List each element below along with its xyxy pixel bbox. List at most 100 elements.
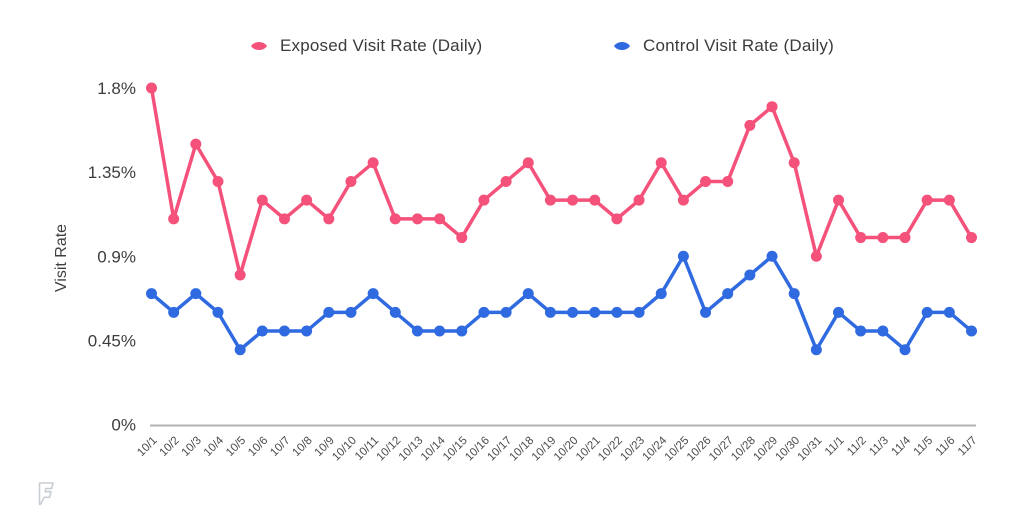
exposed-data-point[interactable] xyxy=(833,194,845,206)
exposed-data-point[interactable] xyxy=(677,194,689,206)
exposed-data-point[interactable] xyxy=(700,175,712,187)
exposed-data-point[interactable] xyxy=(544,194,556,206)
x-tick-label: 11/4 xyxy=(889,434,913,458)
control-data-point[interactable] xyxy=(899,344,911,356)
control-data-point[interactable] xyxy=(877,325,889,337)
x-tick-label: 11/2 xyxy=(845,435,869,459)
x-tick-label: 10/29 xyxy=(751,435,780,464)
exposed-data-point[interactable] xyxy=(899,232,911,244)
x-tick-label: 10/13 xyxy=(397,435,426,464)
x-tick-label: 10/3 xyxy=(180,435,204,459)
exposed-data-point[interactable] xyxy=(190,138,202,150)
x-tick-label: 10/4 xyxy=(202,434,227,459)
x-tick-label: 10/19 xyxy=(530,435,559,464)
exposed-data-point[interactable] xyxy=(766,101,778,113)
x-tick-label: 10/6 xyxy=(246,435,270,459)
exposed-data-point[interactable] xyxy=(389,213,401,225)
control-data-point[interactable] xyxy=(810,344,822,356)
control-data-point[interactable] xyxy=(655,288,667,300)
control-data-point[interactable] xyxy=(855,325,867,337)
control-data-point[interactable] xyxy=(256,325,268,337)
exposed-data-point[interactable] xyxy=(323,213,335,225)
control-data-point[interactable] xyxy=(544,306,556,318)
exposed-data-point[interactable] xyxy=(722,175,734,187)
exposed-data-point[interactable] xyxy=(921,194,933,206)
control-data-point[interactable] xyxy=(522,288,534,300)
control-data-point[interactable] xyxy=(766,250,778,262)
control-data-point[interactable] xyxy=(567,306,579,318)
control-data-point[interactable] xyxy=(966,325,977,337)
exposed-data-point[interactable] xyxy=(633,194,645,206)
y-tick-label: 0.9% xyxy=(97,247,136,266)
control-data-point[interactable] xyxy=(190,288,202,300)
exposed-data-point[interactable] xyxy=(278,213,290,225)
exposed-data-point[interactable] xyxy=(943,194,955,206)
control-data-point[interactable] xyxy=(234,344,246,356)
control-data-point[interactable] xyxy=(367,288,379,300)
exposed-data-point[interactable] xyxy=(589,194,601,206)
legend-item-exposed[interactable]: Exposed Visit Rate (Daily) xyxy=(250,36,482,56)
control-data-point[interactable] xyxy=(301,325,313,337)
control-data-point[interactable] xyxy=(278,325,290,337)
control-data-point[interactable] xyxy=(722,288,734,300)
exposed-data-point[interactable] xyxy=(434,213,446,225)
y-tick-label: 0.45% xyxy=(88,331,136,350)
control-data-point[interactable] xyxy=(833,306,845,318)
x-tick-label: 10/18 xyxy=(508,435,537,464)
control-data-point[interactable] xyxy=(500,306,512,318)
exposed-data-point[interactable] xyxy=(744,119,756,131)
exposed-data-point[interactable] xyxy=(146,82,157,94)
x-tick-label: 10/8 xyxy=(290,435,314,459)
exposed-data-point[interactable] xyxy=(234,269,246,281)
control-data-point[interactable] xyxy=(744,269,756,281)
exposed-data-point[interactable] xyxy=(567,194,579,206)
control-data-point[interactable] xyxy=(677,250,689,262)
control-data-point[interactable] xyxy=(434,325,446,337)
control-data-point[interactable] xyxy=(921,306,933,318)
exposed-data-point[interactable] xyxy=(168,213,180,225)
control-data-point[interactable] xyxy=(589,306,601,318)
exposed-data-point[interactable] xyxy=(655,157,667,169)
exposed-data-point[interactable] xyxy=(788,157,800,169)
exposed-data-point[interactable] xyxy=(877,232,889,244)
control-data-point[interactable] xyxy=(478,306,490,318)
legend-item-control[interactable]: Control Visit Rate (Daily) xyxy=(613,36,834,56)
exposed-data-point[interactable] xyxy=(345,175,357,187)
x-tick-label: 10/2 xyxy=(157,435,181,459)
exposed-data-point[interactable] xyxy=(411,213,423,225)
control-data-point[interactable] xyxy=(633,306,645,318)
x-tick-label: 10/28 xyxy=(729,435,758,464)
control-data-point[interactable] xyxy=(943,306,955,318)
control-data-point[interactable] xyxy=(212,306,224,318)
x-tick-label: 10/31 xyxy=(796,435,825,464)
exposed-data-point[interactable] xyxy=(456,232,468,244)
y-tick-label: 1.8% xyxy=(97,79,136,98)
control-data-point[interactable] xyxy=(788,288,800,300)
control-data-point[interactable] xyxy=(345,306,357,318)
x-tick-label: 11/3 xyxy=(867,435,891,459)
exposed-data-point[interactable] xyxy=(256,194,268,206)
exposed-data-point[interactable] xyxy=(810,250,822,262)
exposed-data-point[interactable] xyxy=(855,232,867,244)
exposed-data-point[interactable] xyxy=(522,157,534,169)
control-data-point[interactable] xyxy=(411,325,423,337)
exposed-data-point[interactable] xyxy=(478,194,490,206)
control-data-point[interactable] xyxy=(700,306,712,318)
control-data-point[interactable] xyxy=(611,306,623,318)
x-tick-label: 10/20 xyxy=(552,435,581,464)
x-tick-label: 10/27 xyxy=(707,435,736,464)
exposed-data-point[interactable] xyxy=(301,194,313,206)
control-data-point[interactable] xyxy=(146,288,157,300)
exposed-data-point[interactable] xyxy=(212,175,224,187)
exposed-data-point[interactable] xyxy=(500,175,512,187)
control-data-point[interactable] xyxy=(323,306,335,318)
x-tick-label: 10/5 xyxy=(224,435,248,459)
exposed-data-point[interactable] xyxy=(966,232,977,244)
control-data-point[interactable] xyxy=(389,306,401,318)
control-series-marker-icon xyxy=(613,40,631,52)
exposed-data-point[interactable] xyxy=(367,157,379,169)
legend-label-control: Control Visit Rate (Daily) xyxy=(643,36,834,55)
exposed-data-point[interactable] xyxy=(611,213,623,225)
control-data-point[interactable] xyxy=(168,306,180,318)
control-data-point[interactable] xyxy=(456,325,468,337)
